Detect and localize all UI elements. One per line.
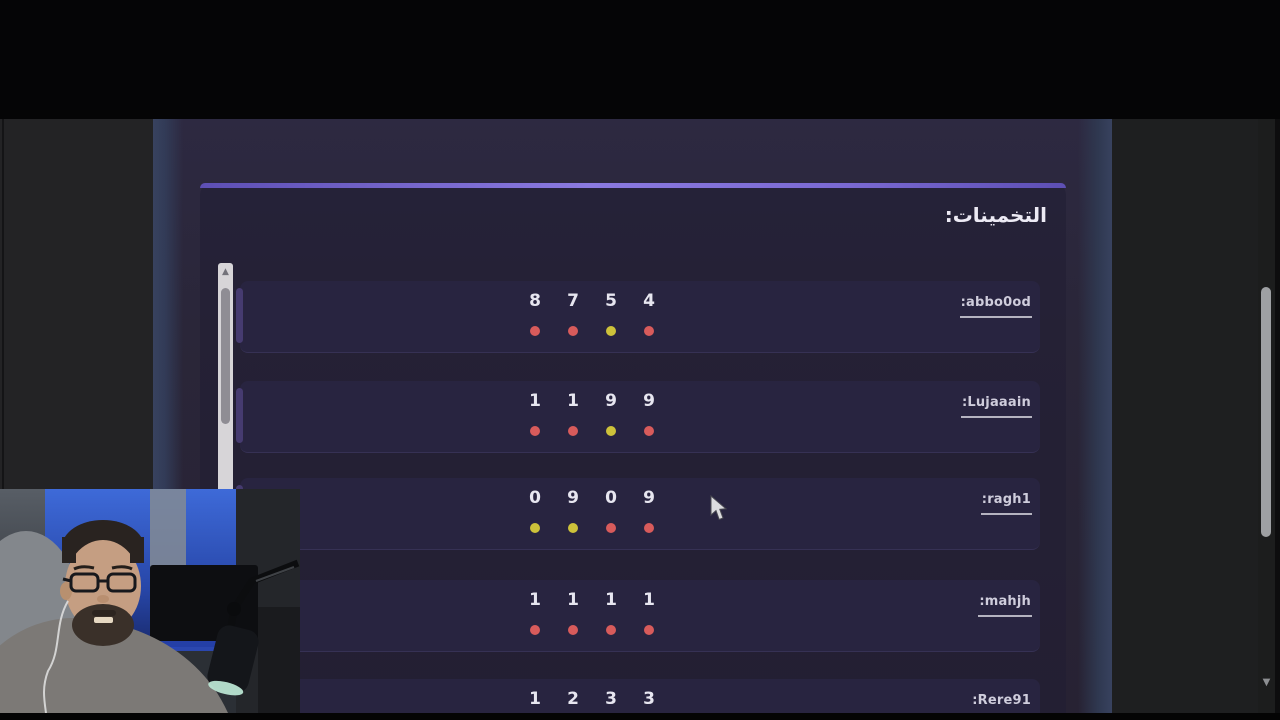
red-dot-icon bbox=[530, 625, 540, 635]
person-eyebrows bbox=[73, 565, 133, 571]
guess-digit: 5 bbox=[605, 291, 617, 311]
guess-digits: 1 1 1 1 bbox=[516, 587, 668, 613]
guess-digits: 0 9 0 9 bbox=[516, 485, 668, 511]
red-dot-icon bbox=[530, 326, 540, 336]
dot-cell bbox=[554, 623, 592, 637]
guess-digit: 0 bbox=[605, 488, 617, 508]
browser-scrollbar[interactable]: ▼ bbox=[1258, 119, 1275, 713]
person-ear bbox=[60, 582, 72, 600]
guess-digit: 9 bbox=[605, 391, 617, 411]
dot-cell bbox=[630, 424, 668, 438]
guess-row: 1 1 9 9 :Lujaaain bbox=[236, 381, 1040, 453]
guess-digit: 9 bbox=[643, 391, 655, 411]
guesses-card-title: التخمينات: bbox=[944, 203, 1047, 227]
guess-row: 8 7 5 4 :abbo0od bbox=[236, 281, 1040, 353]
dot-cell bbox=[516, 424, 554, 438]
player-name: :Lujaaain bbox=[960, 395, 1032, 418]
red-dot-icon bbox=[568, 326, 578, 336]
guess-digit: 2 bbox=[567, 689, 579, 709]
red-dot-icon bbox=[644, 426, 654, 436]
yellow-dot-icon bbox=[568, 523, 578, 533]
player-name: :ragh1 bbox=[980, 492, 1032, 515]
guess-digit: 4 bbox=[643, 291, 655, 311]
yellow-dot-icon bbox=[606, 426, 616, 436]
dot-cell bbox=[516, 623, 554, 637]
dot-cell bbox=[554, 424, 592, 438]
guess-row: 0 9 0 9 :ragh1 bbox=[236, 478, 1040, 550]
mic-boom-arm bbox=[226, 559, 300, 634]
red-dot-icon bbox=[568, 426, 578, 436]
dot-cell bbox=[630, 623, 668, 637]
person-smile bbox=[94, 617, 113, 623]
guess-digit: 1 bbox=[529, 689, 541, 709]
guess-digit: 1 bbox=[605, 590, 617, 610]
dot-cell bbox=[592, 521, 630, 535]
yellow-dot-icon bbox=[606, 326, 616, 336]
guess-digit: 1 bbox=[567, 590, 579, 610]
player-name: :abbo0od bbox=[959, 295, 1032, 318]
player-name: :mahjh bbox=[978, 594, 1032, 617]
earphone-cable bbox=[43, 600, 69, 713]
guess-list-scrollbar-thumb[interactable] bbox=[221, 288, 230, 424]
guess-result-dots bbox=[516, 623, 668, 637]
desk-equipment bbox=[258, 607, 300, 713]
red-dot-icon bbox=[644, 523, 654, 533]
guess-digit: 1 bbox=[529, 590, 541, 610]
webcam-overlay bbox=[0, 489, 300, 713]
dot-cell bbox=[516, 521, 554, 535]
person-mustache bbox=[92, 610, 116, 616]
dot-cell bbox=[592, 623, 630, 637]
dot-cell bbox=[630, 521, 668, 535]
guess-digit: 1 bbox=[643, 590, 655, 610]
row-accent-bar bbox=[236, 388, 243, 443]
guess-digits: 1 1 9 9 bbox=[516, 388, 668, 414]
person-beard bbox=[72, 604, 134, 646]
guess-digit: 0 bbox=[529, 488, 541, 508]
person-glasses bbox=[62, 572, 137, 593]
guess-row: 1 1 1 1 :mahjh bbox=[236, 580, 1040, 652]
guess-digit: 7 bbox=[567, 291, 579, 311]
letterbox-bottom bbox=[0, 713, 1280, 720]
letterbox-top bbox=[0, 0, 1280, 119]
desktop-background-right bbox=[1112, 119, 1280, 713]
dot-cell bbox=[592, 424, 630, 438]
red-dot-icon bbox=[644, 625, 654, 635]
scroll-up-icon[interactable]: ▲ bbox=[222, 267, 229, 277]
yellow-dot-icon bbox=[530, 523, 540, 533]
dot-cell bbox=[592, 324, 630, 338]
guess-result-dots bbox=[516, 521, 668, 535]
guess-digits: 8 7 5 4 bbox=[516, 288, 668, 314]
guess-digit: 3 bbox=[643, 689, 655, 709]
row-accent-bar bbox=[236, 288, 243, 343]
microphone bbox=[207, 625, 259, 696]
red-dot-icon bbox=[644, 326, 654, 336]
red-dot-icon bbox=[606, 625, 616, 635]
guess-digit: 8 bbox=[529, 291, 541, 311]
red-dot-icon bbox=[530, 426, 540, 436]
scroll-down-icon[interactable]: ▼ bbox=[1262, 677, 1271, 688]
red-dot-icon bbox=[606, 523, 616, 533]
guess-result-dots bbox=[516, 324, 668, 338]
browser-scrollbar-thumb[interactable] bbox=[1261, 287, 1271, 537]
guess-digit: 1 bbox=[567, 391, 579, 411]
guess-digit: 9 bbox=[567, 488, 579, 508]
blue-led-strip bbox=[140, 641, 240, 651]
guess-result-dots bbox=[516, 424, 668, 438]
guess-digit: 1 bbox=[529, 391, 541, 411]
screen-edge-right bbox=[1275, 119, 1280, 713]
guess-digit: 3 bbox=[605, 689, 617, 709]
dot-cell bbox=[630, 324, 668, 338]
guess-digit: 9 bbox=[643, 488, 655, 508]
dot-cell bbox=[554, 521, 592, 535]
dot-cell bbox=[516, 324, 554, 338]
webcam-scene bbox=[0, 489, 300, 713]
red-dot-icon bbox=[568, 625, 578, 635]
dot-cell bbox=[554, 324, 592, 338]
guess-digits: 1 2 3 3 bbox=[516, 686, 668, 712]
